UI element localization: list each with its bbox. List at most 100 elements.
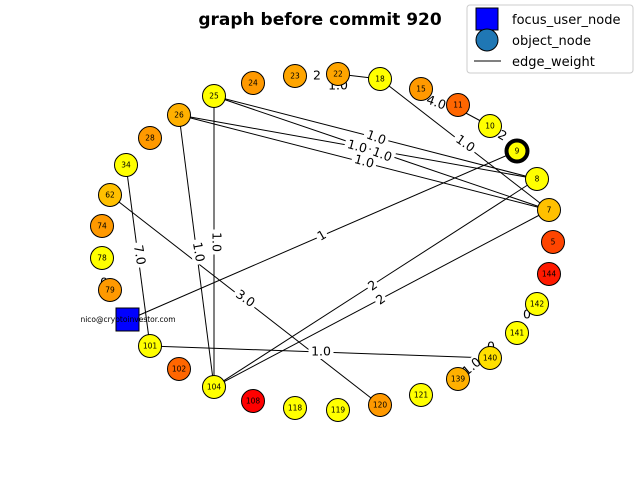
object-node-24[interactable] [241, 71, 265, 95]
object-node-9[interactable] [504, 138, 530, 164]
object-node-label: 25 [209, 92, 219, 101]
object-node-label: 8 [535, 175, 540, 184]
edge-label-background [313, 226, 331, 245]
edge-label-text: 7.0 [131, 244, 149, 266]
edge-label-12: 1.0 [308, 344, 334, 359]
focus-user-node-label: nico@cryptoinvestor.com [80, 315, 175, 324]
object-node-label: 118 [288, 404, 303, 413]
legend-edge-label: edge_weight [512, 55, 595, 70]
legend-box [466, 4, 634, 74]
object-node-108[interactable] [241, 389, 265, 413]
object-node-7[interactable] [537, 198, 561, 222]
object-node-label: 9 [515, 147, 520, 156]
edge-label-10: 1.0 [188, 238, 209, 266]
edge-label-background [361, 126, 391, 149]
object-node-74[interactable] [90, 214, 114, 238]
legend: focus_user_node object_node edge_weight [466, 4, 634, 74]
edge-label-background [367, 143, 397, 166]
object-node-label: 24 [248, 79, 258, 88]
object-node-label: 104 [207, 383, 222, 392]
edge-label-text: 2 [313, 68, 321, 83]
object-node-label: 5 [551, 238, 556, 247]
object-node-79[interactable] [98, 278, 122, 302]
legend-focus-label: focus_user_node [512, 13, 621, 28]
edge-label-background [188, 238, 209, 266]
edge-label-background [350, 151, 379, 172]
object-node-62[interactable] [98, 183, 122, 207]
object-node-label: 139 [451, 375, 466, 384]
object-node-121[interactable] [409, 383, 433, 407]
edge-label-19: 0 [521, 307, 533, 322]
object-node-141[interactable] [505, 321, 529, 345]
object-node-18[interactable] [368, 67, 392, 91]
edge-label-11: 7.0 [129, 241, 150, 269]
focus-user-node[interactable] [115, 307, 140, 332]
edge-label-background [363, 276, 382, 295]
edge-label-6: 1.0 [343, 136, 372, 157]
edge-label-background [371, 290, 390, 309]
edge-label-text: 1.0 [346, 136, 369, 156]
object-node-label: 34 [121, 161, 131, 170]
object-node-5[interactable] [541, 230, 565, 254]
object-node-102[interactable] [167, 357, 191, 381]
edge-label-9: 1.0 [209, 229, 225, 255]
object-node-label: 140 [483, 354, 498, 363]
object-node-label: 28 [145, 134, 155, 143]
object-node-label: 22 [333, 70, 343, 79]
object-node-78[interactable] [90, 246, 114, 270]
legend-object-marker [475, 28, 499, 52]
object-node-144[interactable] [537, 262, 561, 286]
object-node-119[interactable] [326, 398, 350, 422]
object-node-label: 74 [97, 222, 107, 231]
edge-label-background [311, 68, 323, 83]
object-node-label: 120 [373, 401, 388, 410]
edge-label-text: 1.0 [364, 127, 388, 148]
object-node-label: 7 [547, 206, 552, 215]
edge-label-background [493, 126, 511, 145]
object-node-104[interactable] [202, 375, 226, 399]
object-node-10[interactable] [478, 114, 502, 138]
object-node-11[interactable] [446, 93, 470, 117]
object-node-label: 79 [105, 286, 115, 295]
edge-label-background [129, 241, 150, 269]
object-node-25[interactable] [202, 84, 226, 108]
edge-label-background [230, 285, 260, 312]
edge-label-text: 0 [523, 307, 531, 322]
edge-label-13: 1 [313, 226, 331, 245]
object-node-26[interactable] [167, 103, 191, 127]
object-node-label: 144 [542, 270, 557, 279]
object-node-28[interactable] [138, 126, 162, 150]
object-node-8[interactable] [525, 167, 549, 191]
object-node-120[interactable] [368, 393, 392, 417]
object-node-label: 141 [510, 329, 525, 338]
object-node-22[interactable] [326, 62, 350, 86]
edge-label-background [521, 307, 533, 322]
object-node-label: 26 [174, 111, 184, 120]
edge-label-text: 1.0 [190, 241, 208, 263]
edge-label-text: 1.0 [311, 344, 331, 359]
object-node-label: 142 [530, 300, 545, 309]
object-node-139[interactable] [446, 367, 470, 391]
object-node-label: 108 [246, 397, 261, 406]
object-node-label: 62 [105, 191, 115, 200]
object-node-label: 23 [290, 72, 300, 81]
object-node-34[interactable] [114, 153, 138, 177]
object-node-142[interactable] [525, 292, 549, 316]
edge-label-text: 4.0 [424, 92, 448, 113]
object-node-label: 101 [143, 342, 158, 351]
edge-label-text: 1.0 [353, 151, 376, 171]
object-node-140[interactable] [478, 346, 502, 370]
object-node-label: 15 [416, 85, 426, 94]
object-node-101[interactable] [138, 334, 162, 358]
object-node-label: 121 [414, 391, 429, 400]
edge-label-background [450, 130, 480, 157]
object-node-label: 18 [375, 75, 385, 84]
object-node-23[interactable] [283, 64, 307, 88]
object-node-15[interactable] [409, 77, 433, 101]
graph-title: graph before commit 920 [198, 10, 442, 30]
object-node-118[interactable] [283, 396, 307, 420]
edge-label-background [209, 229, 224, 255]
object-node-label: 102 [172, 365, 187, 374]
